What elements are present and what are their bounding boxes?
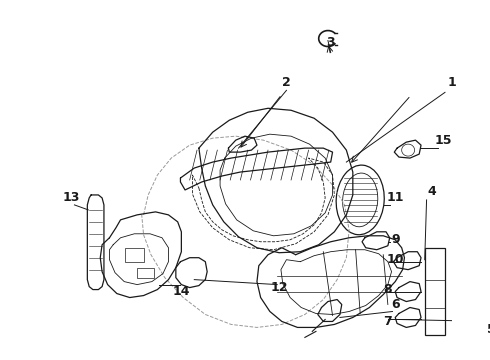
Text: 2: 2 <box>282 76 291 89</box>
Text: 3: 3 <box>326 36 335 49</box>
Text: 4: 4 <box>428 185 437 198</box>
Text: 12: 12 <box>270 281 288 294</box>
Text: 6: 6 <box>391 298 399 311</box>
Text: 10: 10 <box>387 253 404 266</box>
Bar <box>137 268 154 278</box>
Bar <box>425 248 445 336</box>
Text: 8: 8 <box>384 283 392 296</box>
Text: 9: 9 <box>391 233 399 246</box>
Text: 15: 15 <box>435 134 452 147</box>
Text: 13: 13 <box>62 192 79 204</box>
Text: 7: 7 <box>384 315 392 328</box>
Bar <box>125 248 144 262</box>
Text: 5: 5 <box>487 323 490 336</box>
Text: 14: 14 <box>172 285 190 298</box>
Text: 11: 11 <box>387 192 404 204</box>
Text: 1: 1 <box>448 76 457 89</box>
